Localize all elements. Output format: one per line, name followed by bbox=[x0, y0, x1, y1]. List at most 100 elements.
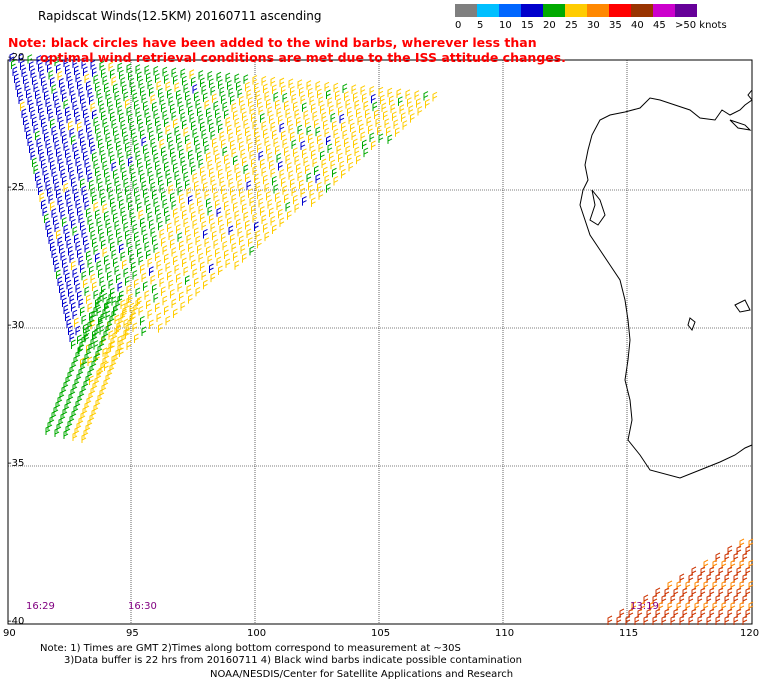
wind-barb bbox=[161, 102, 166, 113]
wind-barb bbox=[158, 220, 163, 231]
wind-barb bbox=[209, 167, 214, 177]
wind-barb bbox=[282, 185, 288, 195]
wind-barb bbox=[183, 171, 189, 182]
wind-barb bbox=[36, 96, 42, 106]
wind-barb bbox=[80, 306, 85, 316]
wind-barb bbox=[87, 302, 93, 312]
wind-barb bbox=[209, 214, 214, 224]
wind-barb bbox=[71, 218, 76, 229]
wind-barb bbox=[263, 223, 268, 233]
wind-barb bbox=[314, 118, 319, 129]
wind-barb bbox=[224, 154, 229, 164]
wind-barb bbox=[101, 68, 106, 78]
wind-barb bbox=[402, 120, 408, 130]
wind-barb bbox=[305, 117, 310, 128]
wind-barb bbox=[81, 101, 87, 111]
wind-barb bbox=[93, 116, 99, 127]
wind-barb bbox=[147, 257, 153, 268]
wind-barb bbox=[87, 356, 93, 366]
wind-barb bbox=[96, 306, 102, 316]
wind-barb bbox=[252, 119, 258, 130]
wind-barb bbox=[721, 580, 727, 590]
wind-barb bbox=[117, 235, 123, 246]
wind-barb bbox=[69, 86, 75, 96]
wind-barb bbox=[113, 83, 118, 93]
wind-barb bbox=[171, 298, 177, 308]
wind-barb bbox=[35, 89, 40, 99]
wind-barb bbox=[218, 168, 223, 179]
wind-barb bbox=[77, 79, 82, 90]
wind-barb bbox=[255, 135, 261, 145]
wind-barb bbox=[72, 100, 78, 110]
wind-barb bbox=[362, 92, 367, 103]
wind-barb bbox=[171, 111, 177, 121]
wind-barb bbox=[637, 608, 643, 618]
wind-barb bbox=[387, 87, 393, 98]
wind-barb bbox=[396, 88, 402, 98]
wind-barb bbox=[156, 123, 162, 134]
wind-barb bbox=[276, 153, 282, 163]
wind-barb bbox=[92, 109, 97, 119]
wind-barb bbox=[273, 137, 279, 147]
wind-barb bbox=[324, 81, 330, 92]
wind-barb bbox=[42, 83, 48, 93]
wind-barb bbox=[75, 156, 81, 167]
wind-barb bbox=[50, 160, 55, 170]
wind-barb bbox=[255, 181, 261, 192]
wind-barb bbox=[239, 187, 244, 197]
wind-barb bbox=[44, 213, 49, 223]
wind-barb bbox=[227, 124, 232, 134]
wind-barb bbox=[128, 245, 133, 255]
wind-barb bbox=[90, 102, 96, 112]
wind-barb bbox=[248, 188, 253, 198]
wind-barb bbox=[195, 188, 201, 198]
legend-swatch bbox=[609, 4, 631, 17]
wind-barb bbox=[207, 159, 213, 170]
wind-barb bbox=[267, 152, 273, 162]
legend-label: 25 bbox=[565, 20, 578, 31]
wind-barb bbox=[77, 334, 82, 344]
wind-barb bbox=[41, 76, 46, 86]
wind-barb bbox=[185, 90, 190, 101]
wind-barb bbox=[715, 615, 721, 625]
wind-barb bbox=[231, 193, 237, 204]
wind-barb bbox=[239, 96, 244, 106]
wind-barb bbox=[299, 86, 304, 97]
wind-barb bbox=[213, 239, 219, 249]
wind-barb bbox=[234, 73, 240, 83]
wind-barb bbox=[177, 232, 183, 242]
wind-barb bbox=[177, 141, 183, 151]
wind-barb bbox=[167, 222, 172, 232]
wind-barb bbox=[57, 112, 63, 123]
wind-barb bbox=[126, 149, 132, 159]
wind-barb bbox=[152, 283, 157, 294]
wind-barb bbox=[188, 149, 193, 160]
wind-barb bbox=[66, 113, 72, 124]
wind-barb bbox=[221, 232, 226, 242]
wind-barb bbox=[688, 594, 694, 604]
wind-barb bbox=[180, 301, 186, 311]
wind-barb bbox=[177, 185, 183, 196]
wind-barb bbox=[129, 77, 135, 88]
wind-barb bbox=[65, 106, 70, 116]
wind-barb bbox=[143, 144, 148, 154]
wind-barb bbox=[108, 104, 114, 114]
wind-barb bbox=[269, 159, 274, 170]
wind-barb bbox=[231, 147, 237, 158]
wind-barb bbox=[74, 317, 79, 327]
wind-barb bbox=[162, 110, 168, 120]
wind-barb bbox=[417, 106, 423, 116]
wind-barb bbox=[254, 82, 259, 93]
island-1 bbox=[687, 317, 696, 331]
wind-barb bbox=[679, 615, 685, 625]
wind-barb bbox=[203, 136, 208, 147]
wind-barb bbox=[164, 253, 169, 263]
wind-barb bbox=[748, 580, 754, 590]
wind-barb bbox=[685, 601, 691, 611]
legend-label: >50 knots bbox=[675, 20, 727, 31]
wind-barb bbox=[39, 69, 45, 79]
wind-barb bbox=[324, 174, 330, 185]
wind-barb bbox=[156, 80, 162, 91]
wind-barb bbox=[341, 121, 346, 132]
wind-barb bbox=[80, 94, 85, 104]
